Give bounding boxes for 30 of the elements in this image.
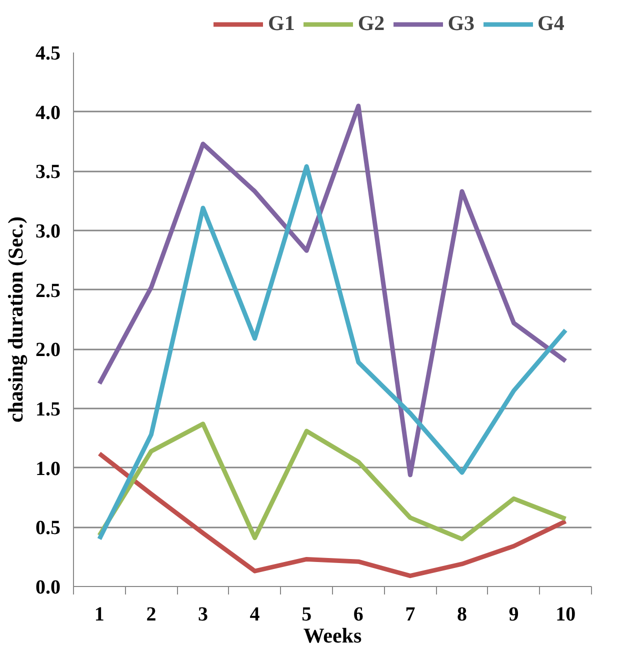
- x-tick-label: 7: [405, 604, 416, 626]
- x-axis-title: Weeks: [303, 624, 362, 648]
- y-tick-label: 3.5: [36, 161, 60, 184]
- y-tick-label: 3.0: [36, 220, 60, 242]
- x-tick-label: 5: [302, 604, 312, 626]
- y-tick-label: 1.5: [36, 398, 60, 420]
- x-tick-label: 4: [250, 604, 260, 626]
- y-tick-label: 0.0: [36, 576, 60, 598]
- x-tick-label: 8: [457, 604, 467, 626]
- y-tick-label: 4.0: [36, 102, 60, 124]
- x-tick-label: 1: [94, 604, 104, 626]
- x-tick-label: 9: [508, 604, 519, 626]
- line-series: [97, 104, 568, 478]
- y-axis-title: chasing duration (Sec.): [4, 216, 28, 422]
- y-tick-label: 4.5: [36, 42, 60, 64]
- line-series: [97, 422, 568, 542]
- x-tick-label: 6: [353, 604, 364, 626]
- line-series: [97, 164, 568, 542]
- x-tick-label: 2: [146, 604, 156, 626]
- y-tick-label: 2.5: [36, 280, 60, 302]
- legend-label: G4: [538, 11, 564, 36]
- y-tick-label: 2.0: [36, 339, 60, 362]
- y-tick-label: 1.0: [36, 458, 60, 480]
- legend-label: G1: [268, 11, 295, 36]
- legend-label: G2: [358, 11, 385, 36]
- x-tick-label: 3: [198, 604, 208, 626]
- x-tick-label: 10: [556, 604, 576, 626]
- legend-label: G3: [448, 11, 475, 36]
- y-tick-label: 0.5: [36, 517, 60, 540]
- line-series: [97, 451, 568, 578]
